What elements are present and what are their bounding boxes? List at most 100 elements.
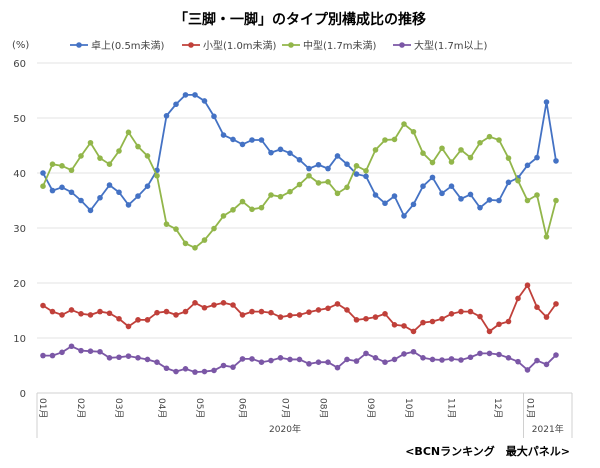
x-tick-label: 09月 xyxy=(365,398,376,418)
x-tick-label: 01月 xyxy=(37,398,48,418)
data-point xyxy=(154,172,160,179)
data-point xyxy=(87,207,94,214)
data-point xyxy=(287,312,293,319)
data-point xyxy=(78,197,84,204)
data-point xyxy=(524,282,531,289)
data-point xyxy=(391,136,398,143)
data-point xyxy=(287,188,293,195)
data-point xyxy=(486,328,493,335)
data-point xyxy=(391,356,398,363)
data-point xyxy=(524,197,531,204)
data-point xyxy=(306,361,312,367)
data-point xyxy=(239,312,246,318)
data-point xyxy=(78,311,84,317)
data-point xyxy=(287,356,293,363)
data-point xyxy=(277,314,284,320)
data-point xyxy=(192,300,198,306)
data-point xyxy=(467,191,474,198)
legend-marker xyxy=(399,42,405,48)
legend-marker xyxy=(76,42,82,48)
data-point xyxy=(87,312,94,318)
data-point xyxy=(372,147,379,153)
data-point xyxy=(325,305,331,312)
data-point xyxy=(439,357,445,363)
data-point xyxy=(543,361,550,368)
data-point xyxy=(268,149,274,156)
x-tick-label: 07月 xyxy=(279,398,290,418)
data-point xyxy=(344,161,350,167)
data-point xyxy=(458,147,464,153)
data-point xyxy=(353,358,360,364)
x-tick-label: 04月 xyxy=(156,398,167,418)
legend-label: 大型(1.7m以上) xyxy=(414,39,488,52)
data-point xyxy=(144,183,151,189)
data-point xyxy=(325,179,331,185)
data-point xyxy=(78,153,84,159)
legend-marker xyxy=(288,42,294,48)
data-point xyxy=(410,328,417,335)
data-point xyxy=(258,359,265,366)
data-point xyxy=(220,362,227,369)
data-point xyxy=(315,161,322,168)
data-point xyxy=(239,356,246,362)
data-point xyxy=(211,113,217,120)
data-point xyxy=(182,366,189,372)
data-point xyxy=(173,368,179,375)
data-point xyxy=(344,307,350,313)
data-point xyxy=(353,171,360,177)
data-point xyxy=(249,137,255,143)
data-point xyxy=(49,187,56,194)
data-point xyxy=(40,170,46,176)
data-point xyxy=(125,323,132,330)
data-point xyxy=(106,182,113,188)
data-point xyxy=(135,143,141,150)
data-point xyxy=(477,204,483,211)
x-tick-label: 10月 xyxy=(403,398,414,418)
data-point xyxy=(49,308,56,315)
data-point xyxy=(505,355,512,361)
data-point xyxy=(182,92,189,98)
data-point xyxy=(163,113,170,119)
data-point xyxy=(401,213,407,219)
data-point xyxy=(230,302,236,308)
data-point xyxy=(515,358,521,365)
data-point xyxy=(543,314,550,320)
data-point xyxy=(296,157,303,163)
data-point xyxy=(353,317,360,323)
data-point xyxy=(344,184,350,191)
data-point xyxy=(306,172,312,179)
data-point xyxy=(220,213,227,219)
data-point xyxy=(135,355,141,361)
data-point xyxy=(458,308,464,315)
data-point xyxy=(211,302,217,308)
data-point xyxy=(201,237,208,243)
y-tick-label: 20 xyxy=(13,279,26,290)
data-point xyxy=(524,162,531,169)
data-point xyxy=(163,308,170,315)
data-point xyxy=(553,197,559,204)
x-tick-label: 01月 xyxy=(524,398,535,418)
data-point xyxy=(315,307,322,313)
data-point xyxy=(106,310,113,317)
data-point xyxy=(68,189,75,196)
legend: 卓上(0.5m未満) 小型(1.0m未満) 中型(1.7m未満) 大型(1.7m以上) xyxy=(70,39,488,52)
data-point xyxy=(325,165,331,172)
data-point xyxy=(144,153,151,159)
data-point xyxy=(439,145,445,152)
data-point xyxy=(448,311,455,317)
y-tick-label: 60 xyxy=(13,59,26,70)
data-point xyxy=(68,343,75,350)
data-point xyxy=(40,183,46,189)
data-point xyxy=(144,356,151,363)
data-point xyxy=(344,356,350,363)
data-point xyxy=(306,309,312,315)
data-point xyxy=(163,221,170,227)
data-point xyxy=(382,311,388,317)
data-point xyxy=(220,132,227,138)
data-point xyxy=(496,197,502,204)
series-1 xyxy=(40,282,559,335)
data-point xyxy=(306,165,312,172)
data-point xyxy=(296,312,303,318)
x-tick-label: 11月 xyxy=(446,398,457,418)
data-point xyxy=(59,184,65,191)
